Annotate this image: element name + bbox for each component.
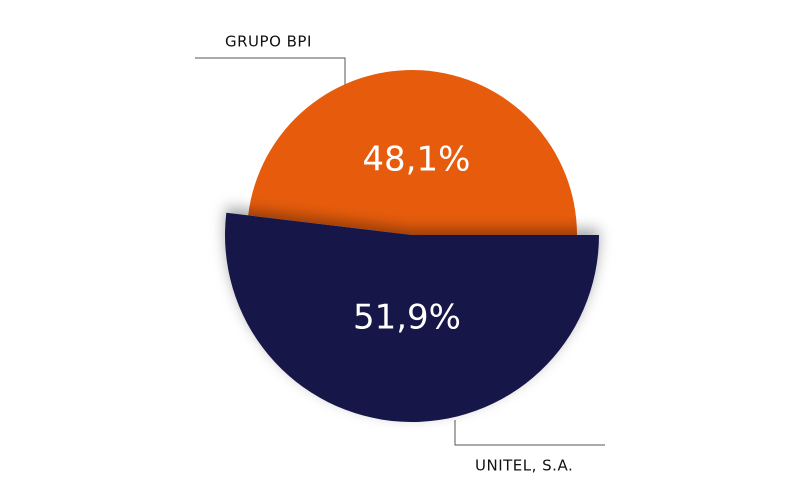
category-label: UNITEL, S.A. <box>475 457 573 475</box>
value-label: 48,1% <box>362 139 470 179</box>
leader-line <box>195 57 346 85</box>
pie-slice <box>225 212 599 422</box>
value-label: 51,9% <box>353 298 461 338</box>
leader-line <box>454 420 605 446</box>
category-label: GRUPO BPI <box>225 33 312 51</box>
pie-slice <box>248 69 577 235</box>
